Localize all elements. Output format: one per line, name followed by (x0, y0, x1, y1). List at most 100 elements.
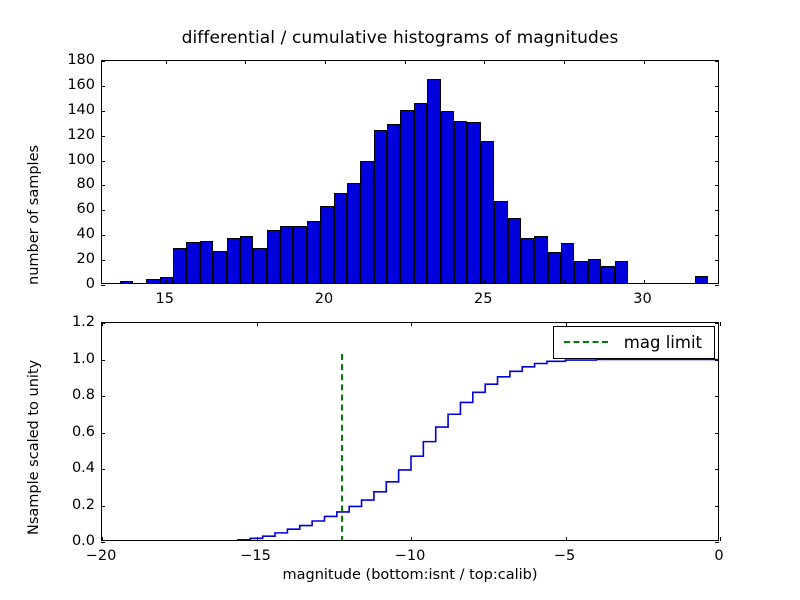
top-axes-differential-histogram (101, 60, 719, 286)
axis-tick (101, 110, 105, 112)
axis-tick (715, 505, 719, 507)
histogram-bar (454, 121, 468, 283)
x-tick-label: 20 (314, 291, 334, 307)
axis-tick (256, 537, 258, 541)
legend[interactable]: mag limit (552, 326, 715, 359)
y-tick-label: 1.2 (71, 314, 95, 330)
histogram-bar (360, 161, 374, 283)
legend-line-sample (563, 341, 608, 344)
bottom-axes-cumulative-histogram: mag limit (101, 322, 721, 543)
axis-tick (101, 505, 105, 507)
x-tick-label: −15 (240, 548, 271, 564)
axis-tick (101, 235, 105, 237)
histogram-bar (480, 141, 495, 283)
histogram-bar (173, 248, 187, 283)
y-tick-label: 80 (76, 176, 95, 193)
cumulative-step-line (237, 358, 718, 540)
histogram-bar (213, 250, 227, 283)
axis-tick (715, 160, 719, 162)
axis-tick (715, 260, 719, 262)
axis-tick (101, 185, 105, 187)
axis-tick (715, 359, 719, 361)
axis-tick (101, 542, 105, 543)
histogram-bar (159, 276, 174, 283)
axis-tick (102, 537, 103, 541)
histogram-bar (387, 123, 401, 283)
y-tick-label: 100 (67, 151, 95, 168)
histogram-bar (507, 218, 521, 283)
y-tick-label: 120 (67, 126, 95, 143)
axis-tick (715, 85, 719, 87)
axis-tick (101, 160, 105, 162)
axis-tick (101, 135, 105, 137)
axis-tick (715, 110, 719, 112)
axis-tick (565, 322, 567, 326)
histogram-bar (601, 265, 615, 283)
axis-tick (715, 235, 719, 237)
axis-tick (715, 323, 719, 324)
histogram-bar (614, 260, 628, 283)
axis-tick (411, 322, 412, 326)
cumulative-curve-layer (102, 323, 718, 540)
axis-tick (411, 537, 412, 541)
axis-tick (245, 60, 247, 64)
histogram-bar (534, 235, 548, 283)
axis-tick (404, 280, 406, 284)
histogram-bar (694, 275, 708, 283)
histogram-bar (427, 78, 441, 283)
histogram-bar (440, 111, 454, 283)
histogram-bar (561, 243, 575, 283)
histogram-bar (239, 235, 254, 283)
x-tick-label: −10 (394, 548, 426, 564)
axis-tick (715, 135, 719, 137)
x-tick-label: −5 (553, 548, 576, 564)
bottom-axes-ylabel: Nsample scaled to unity (26, 359, 42, 535)
histogram-bar (494, 200, 508, 283)
histogram-bar (400, 110, 414, 283)
histogram-bars-layer (102, 61, 718, 283)
mag-limit-vline (341, 354, 344, 540)
axis-tick (565, 537, 567, 541)
histogram-bar (373, 129, 388, 283)
y-tick-label: 20 (76, 251, 95, 268)
axis-tick (715, 285, 719, 286)
figure-title: differential / cumulative histograms of … (181, 28, 619, 48)
axis-tick (101, 85, 105, 87)
axis-tick (245, 280, 247, 284)
axis-tick (101, 260, 105, 262)
histogram-bar (333, 193, 347, 283)
axis-tick (101, 210, 105, 212)
axis-tick (715, 542, 719, 543)
top-axes-ylabel: number of samples (26, 144, 42, 285)
histogram-bar (226, 238, 240, 283)
x-tick-label: 15 (155, 291, 174, 307)
axis-tick (563, 280, 565, 284)
histogram-bar (253, 248, 267, 283)
y-tick-label: 0.2 (71, 496, 95, 513)
axis-tick (101, 61, 105, 62)
histogram-bar (293, 225, 307, 283)
axis-tick (720, 537, 721, 541)
y-tick-label: 160 (67, 76, 95, 93)
axis-tick (101, 285, 105, 286)
axis-tick (101, 469, 105, 470)
axis-tick (101, 396, 105, 397)
histogram-bar (199, 240, 214, 283)
axis-tick (643, 280, 645, 284)
axis-tick (643, 60, 645, 64)
axis-tick (715, 185, 719, 187)
y-tick-label: 60 (76, 201, 95, 218)
legend-label-mag-limit: mag limit (623, 333, 702, 352)
x-tick-label: 30 (633, 291, 652, 307)
y-tick-label: 0 (85, 276, 95, 292)
y-tick-label: 40 (76, 226, 95, 243)
axis-tick (715, 469, 719, 470)
cumulative-curve-svg (237, 358, 718, 540)
axis-tick (484, 60, 486, 64)
histogram-bar (119, 280, 133, 283)
x-tick-label: 25 (474, 291, 493, 307)
histogram-bar (320, 205, 334, 283)
histogram-bar (467, 122, 481, 283)
axis-tick (324, 280, 326, 284)
